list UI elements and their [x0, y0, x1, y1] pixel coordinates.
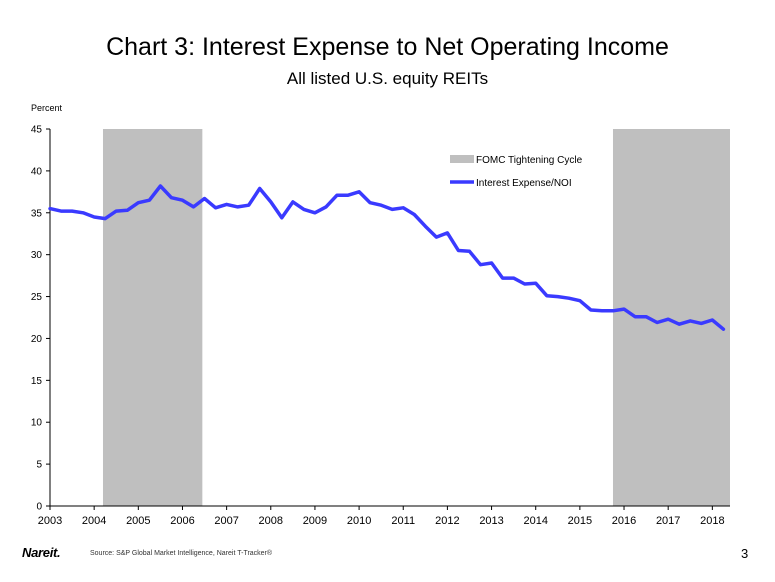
x-tick-label: 2016	[612, 515, 636, 527]
series-lines	[48, 184, 726, 331]
y-tick-label: 15	[31, 376, 43, 387]
legend-label-fomc: FOMC Tightening Cycle	[476, 155, 583, 166]
source-note: Source: S&P Global Market Intelligence, …	[90, 550, 273, 557]
x-tick-label: 2012	[435, 515, 459, 527]
shaded-regions	[102, 129, 730, 506]
page-number: 3	[741, 546, 749, 561]
x-tick-label: 2011	[391, 515, 415, 527]
nareit-logo: Nareit.	[22, 545, 61, 560]
y-tick-label: 25	[31, 292, 43, 303]
y-tick-label: 5	[36, 460, 42, 471]
x-tick-label: 2017	[656, 515, 680, 527]
x-tick-label: 2009	[303, 515, 327, 527]
series-line-interest-expense-noi	[48, 184, 726, 331]
legend-label-interest-expense: Interest Expense/NOI	[476, 178, 572, 189]
chart-legend: FOMC Tightening Cycle Interest Expense/NO…	[450, 155, 583, 189]
x-tick-label: 2003	[38, 515, 62, 527]
tick-labels: 0 5 10 15 20 25 30 35 40 45 2003 2004 2005 2006 2007 20…	[31, 125, 725, 528]
y-tick-label: 20	[31, 334, 43, 345]
x-tick-label: 2008	[259, 515, 283, 527]
chart-axes	[46, 128, 730, 510]
x-tick-label: 2015	[568, 515, 592, 527]
x-tick-label: 2007	[214, 515, 238, 527]
legend-swatch-fomc	[450, 155, 474, 163]
y-tick-label: 35	[31, 208, 43, 219]
y-axis-label: Percent	[31, 103, 63, 113]
chart-subtitle: All listed U.S. equity REITs	[286, 69, 489, 88]
y-tick-label: 10	[31, 418, 43, 429]
x-tick-label: 2018	[700, 515, 724, 527]
tightening-region-0	[102, 129, 203, 506]
y-tick-label: 40	[31, 166, 43, 177]
y-tick-label: 30	[31, 250, 43, 261]
x-tick-label: 2006	[170, 515, 194, 527]
chart-title: Chart 3: Interest Expense to Net Operati…	[106, 33, 669, 61]
y-tick-label: 45	[31, 125, 43, 136]
tightening-region-1	[612, 129, 730, 506]
x-tick-label: 2014	[523, 515, 547, 527]
x-tick-label: 2010	[347, 515, 371, 527]
x-tick-label: 2013	[479, 515, 503, 527]
x-tick-label: 2004	[82, 515, 106, 527]
x-tick-label: 2005	[126, 515, 150, 527]
y-tick-label: 0	[36, 502, 42, 513]
